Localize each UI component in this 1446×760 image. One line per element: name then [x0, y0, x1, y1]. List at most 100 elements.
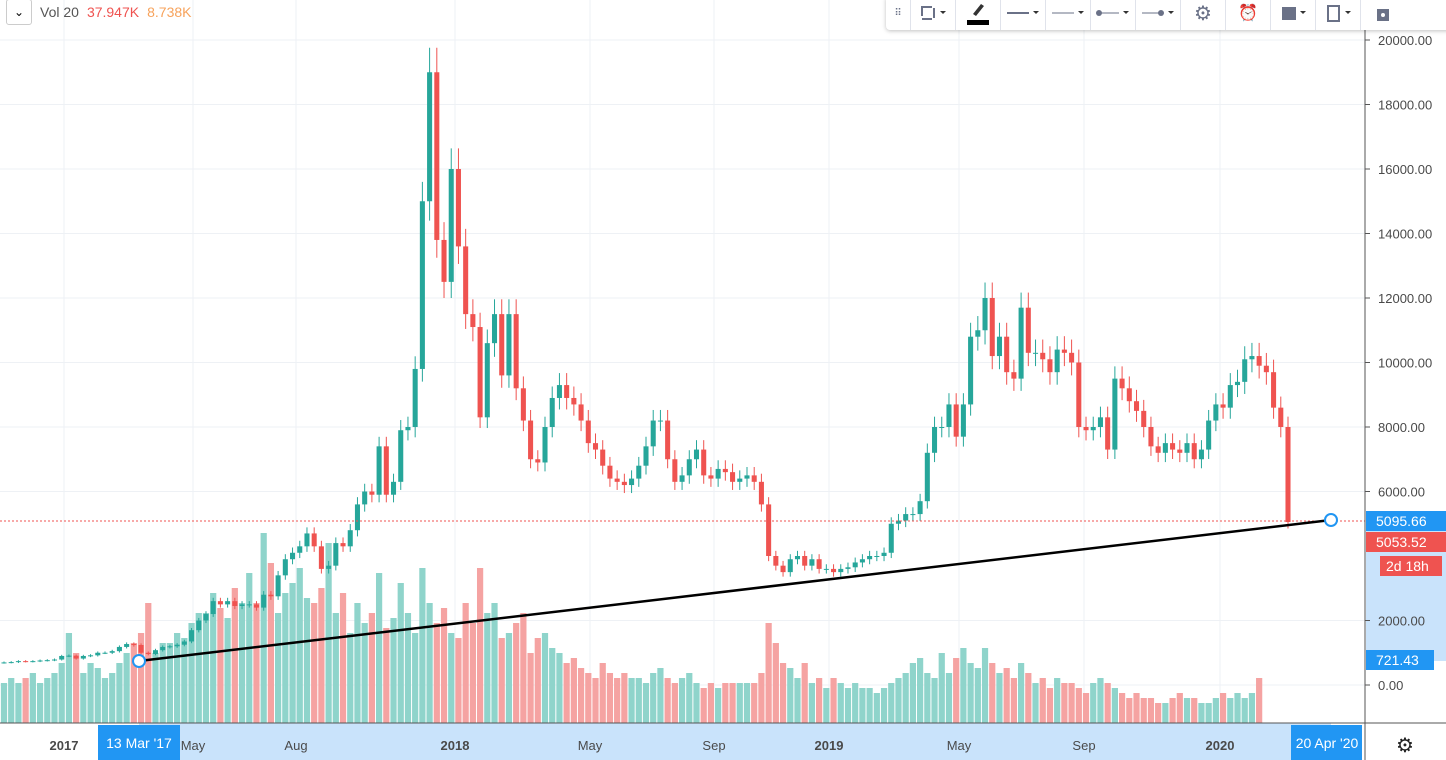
candle-body: [66, 655, 72, 657]
volume-bar: [678, 678, 686, 723]
time-tick-label: 2020: [1206, 738, 1235, 753]
collapse-legend-button[interactable]: ⌄: [6, 0, 32, 25]
trend-line[interactable]: [138, 518, 1332, 663]
left-end-button[interactable]: [1090, 0, 1135, 30]
last-price-label: 5053.52: [1366, 532, 1446, 552]
volume-bar: [1082, 693, 1090, 723]
candle-body: [1242, 359, 1248, 382]
volume-bar: [967, 663, 974, 723]
volume-bar: [238, 603, 246, 723]
candle-body: [95, 652, 101, 656]
drag-handle-icon[interactable]: ⠿: [894, 7, 902, 19]
right-end-button[interactable]: [1135, 0, 1180, 30]
candle-body: [8, 662, 14, 664]
candle-body: [794, 556, 801, 560]
candle-body: [867, 556, 873, 560]
candle-body: [1285, 427, 1291, 523]
volume-bar: [253, 603, 260, 723]
candle-body: [333, 543, 339, 566]
volume-bar: [469, 623, 476, 723]
volume-bar: [1140, 698, 1147, 723]
chevron-down-icon: ⌄: [13, 5, 25, 19]
price-axis[interactable]: 20000.00 18000.00 16000.00 14000.00 12000.00…: [1365, 33, 1432, 693]
candle-body: [556, 385, 562, 398]
volume-bar: [1219, 693, 1227, 723]
candle-body: [398, 430, 404, 482]
time-label-start: 13 Mar '17: [106, 735, 172, 751]
volume-bar: [556, 653, 563, 723]
candle-body: [463, 246, 469, 315]
candle-body: [167, 646, 173, 648]
candle-body: [592, 443, 599, 450]
volume-bar: [224, 618, 231, 723]
volume-bar: [989, 663, 996, 723]
settings-button[interactable]: ⚙: [1180, 0, 1225, 30]
object-tree-button[interactable]: [1270, 0, 1315, 30]
candle-body: [1213, 404, 1219, 421]
candle-body: [297, 546, 303, 553]
volume-bar: [1097, 678, 1104, 723]
candle-body: [1162, 443, 1168, 453]
candle-body: [989, 298, 995, 357]
clone-button[interactable]: [1315, 0, 1360, 30]
chart-settings-gear-icon[interactable]: ⚙: [1396, 735, 1414, 757]
candle-body: [145, 652, 151, 655]
volume-bar: [960, 648, 967, 723]
volume-bar: [390, 618, 397, 723]
volume-bar: [130, 643, 137, 723]
candle-body: [520, 388, 526, 421]
candle-body: [513, 314, 519, 389]
candle-body: [564, 385, 570, 398]
lock-button[interactable]: [1360, 0, 1405, 30]
trend-anchor-start[interactable]: [132, 654, 146, 668]
time-tick-label: May: [181, 738, 206, 753]
volume-bar: [296, 568, 303, 723]
candle-body: [816, 559, 822, 569]
gear-icon: ⚙: [1194, 2, 1212, 25]
volume-bar: [1104, 683, 1111, 723]
time-axis[interactable]: 2017 May Aug 2018 May Sep 2019 May Sep 2020: [50, 738, 1235, 753]
rectangle-icon: [921, 6, 946, 20]
volume-bar: [491, 603, 498, 723]
candle-body: [1198, 449, 1204, 460]
candle-body: [766, 504, 772, 556]
line-color-button[interactable]: [955, 0, 1000, 30]
candle-body: [751, 475, 757, 482]
candle-body: [672, 459, 678, 482]
candle-body: [621, 481, 627, 486]
volume-bar: [1025, 673, 1032, 723]
volume-bar: [657, 668, 664, 723]
time-tick-label: May: [947, 738, 972, 753]
volume-bar: [635, 678, 642, 723]
trend-start-price-label: 721.43: [1366, 650, 1434, 670]
volume-bar: [895, 678, 902, 723]
rectangle-style-button[interactable]: [910, 0, 955, 30]
candle-body: [1220, 404, 1226, 408]
trend-anchor-end[interactable]: [1324, 513, 1338, 527]
volume-bar: [614, 678, 621, 723]
volume-bar: [440, 608, 448, 723]
time-tick-label: Sep: [702, 738, 725, 753]
candle-body: [477, 327, 483, 418]
line-style-button[interactable]: [1000, 0, 1045, 30]
line-width-button[interactable]: [1045, 0, 1090, 30]
candle-body: [124, 644, 130, 647]
candle-body: [895, 520, 901, 524]
volume-bar: [715, 688, 722, 723]
volume-bar: [65, 633, 73, 723]
candle-body: [1184, 443, 1190, 453]
candle-body: [261, 594, 267, 608]
candle-body: [1004, 336, 1010, 373]
candle-body: [1025, 307, 1031, 353]
volume-bar: [152, 653, 159, 723]
volume-bar: [924, 673, 931, 723]
volume-bar: [361, 623, 368, 723]
candle-body: [239, 604, 245, 606]
volume-bar: [852, 683, 859, 723]
price-tick-label: 2000.00: [1378, 614, 1425, 629]
candle-body: [290, 552, 296, 560]
candle-body: [650, 420, 656, 447]
alert-button[interactable]: ⏰: [1225, 0, 1270, 30]
candle-body: [347, 530, 353, 547]
